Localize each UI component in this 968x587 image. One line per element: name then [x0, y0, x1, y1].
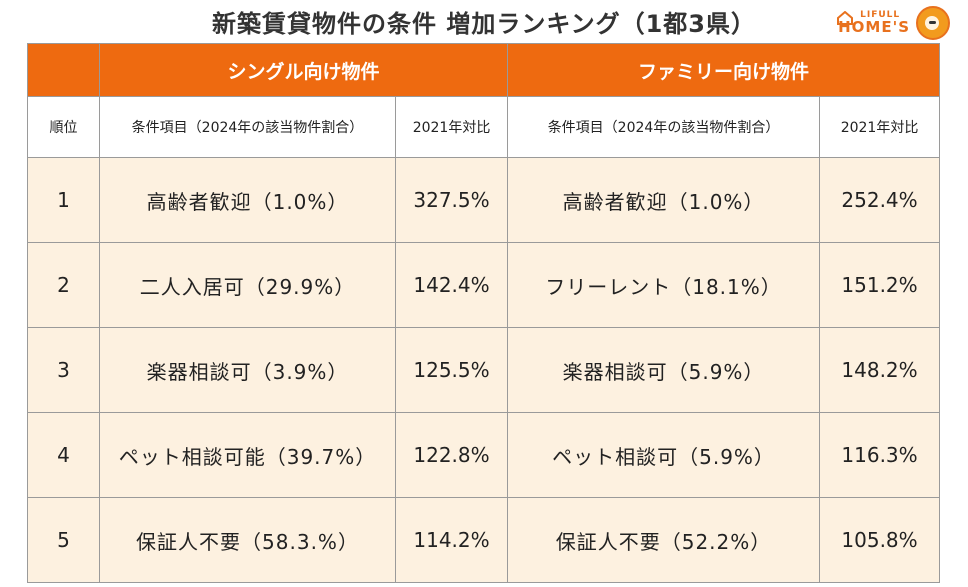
table-row: 2 二人入居可（29.9%） 142.4% フリーレント（18.1%） 151.… [27, 242, 941, 328]
single-group-header: シングル向け物件 [98, 43, 509, 97]
family-item-cell: 楽器相談可（5.9%） [507, 327, 821, 413]
family-item-column-header: 条件項目（2024年の該当物件割合） [507, 96, 821, 158]
single-ratio-cell: 142.4% [394, 242, 509, 328]
single-item-cell: 二人入居可（29.9%） [99, 242, 396, 328]
family-ratio-cell: 105.8% [819, 497, 941, 583]
logo-big-text: HOME'S [838, 18, 910, 36]
family-item-cell: ペット相談可（5.9%） [507, 412, 821, 498]
rank-cell: 5 [27, 497, 100, 583]
family-ratio-cell: 148.2% [819, 327, 941, 413]
single-item-cell: 楽器相談可（3.9%） [99, 327, 396, 413]
page-title: 新築賃貸物件の条件 増加ランキング（1都3県） [211, 10, 757, 38]
single-item-cell: ペット相談可能（39.7%） [99, 412, 396, 498]
logo-small-text: LIFULL [860, 10, 901, 20]
family-item-cell: フリーレント（18.1%） [507, 242, 821, 328]
mascot-icon [916, 6, 950, 40]
single-ratio-cell: 114.2% [394, 497, 509, 583]
table-row: 4 ペット相談可能（39.7%） 122.8% ペット相談可（5.9%） 116… [27, 412, 941, 498]
family-ratio-cell: 252.4% [819, 157, 941, 243]
single-item-cell: 保証人不要（58.3.%） [99, 497, 396, 583]
family-ratio-cell: 151.2% [819, 242, 941, 328]
family-ratio-column-header: 2021年対比 [819, 96, 941, 158]
ranking-table: シングル向け物件 ファミリー向け物件 順位 条件項目（2024年の該当物件割合）… [27, 43, 941, 583]
family-group-header: ファミリー向け物件 [507, 43, 941, 97]
single-ratio-cell: 327.5% [394, 157, 509, 243]
single-ratio-cell: 125.5% [394, 327, 509, 413]
table-row: 1 高齢者歓迎（1.0%） 327.5% 高齢者歓迎（1.0%） 252.4% [27, 157, 941, 243]
rank-cell: 1 [27, 157, 100, 243]
rank-column-header: 順位 [27, 96, 100, 158]
table-row: 5 保証人不要（58.3.%） 114.2% 保証人不要（52.2%） 105.… [27, 497, 941, 583]
single-ratio-cell: 122.8% [394, 412, 509, 498]
single-ratio-column-header: 2021年対比 [394, 96, 509, 158]
column-header-row: 順位 条件項目（2024年の該当物件割合） 2021年対比 条件項目（2024年… [27, 96, 941, 158]
group-header-row: シングル向け物件 ファミリー向け物件 [27, 43, 941, 97]
rank-cell: 2 [27, 242, 100, 328]
single-item-cell: 高齢者歓迎（1.0%） [99, 157, 396, 243]
table-row: 3 楽器相談可（3.9%） 125.5% 楽器相談可（5.9%） 148.2% [27, 327, 941, 413]
lifull-homes-logo: LIFULL HOME'S [837, 6, 950, 40]
house-icon [837, 11, 854, 25]
family-ratio-cell: 116.3% [819, 412, 941, 498]
family-item-cell: 保証人不要（52.2%） [507, 497, 821, 583]
single-item-column-header: 条件項目（2024年の該当物件割合） [99, 96, 396, 158]
family-item-cell: 高齢者歓迎（1.0%） [507, 157, 821, 243]
rank-cell: 3 [27, 327, 100, 413]
rank-cell: 4 [27, 412, 100, 498]
blank-header-cell [27, 43, 100, 97]
